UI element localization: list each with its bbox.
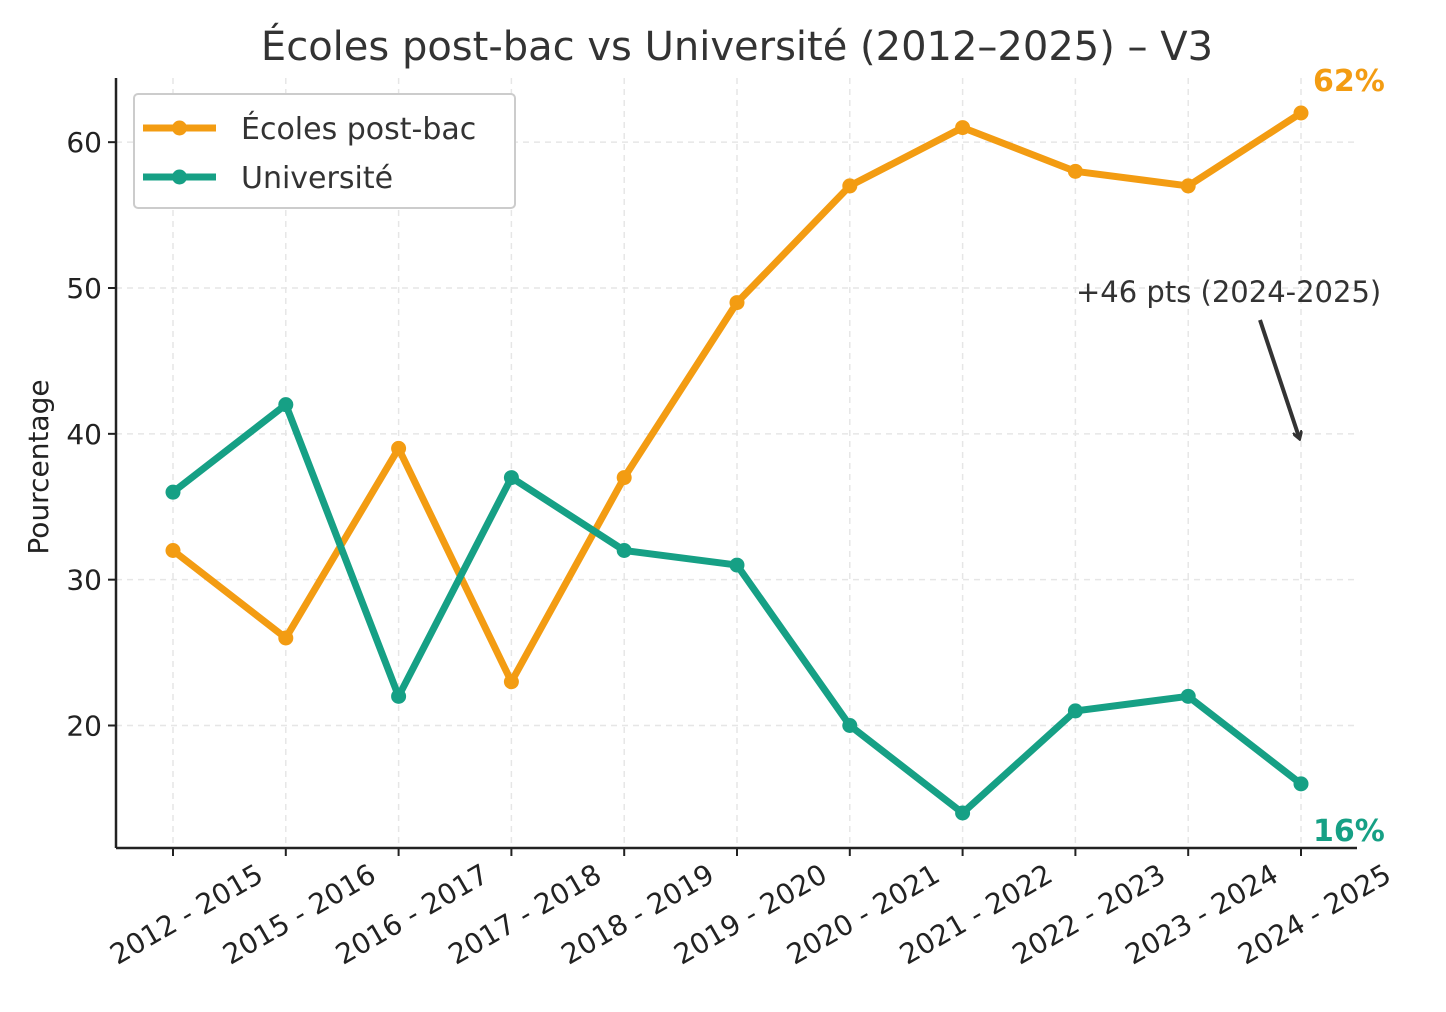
data-point-ecoles [278,630,294,646]
data-point-ecoles [503,674,519,690]
annotation: +46 pts (2024-2025) [1076,275,1381,437]
data-point-ecoles [1293,105,1309,121]
y-tick-label: 60 [66,126,102,159]
data-point-universite [1293,776,1309,792]
y-tick-label: 40 [66,418,102,451]
data-point-ecoles [165,543,181,558]
y-tick-label: 50 [66,272,102,305]
legend-marker-universite [172,169,187,185]
data-point-universite [278,397,294,413]
data-point-universite [165,484,181,500]
data-point-universite [1180,688,1196,704]
data-point-universite [955,805,971,821]
legend-label-universite: Université [241,161,393,196]
y-axis-title: Pourcentage [22,379,55,554]
data-point-ecoles [729,295,745,311]
annotation-arrow [1258,319,1299,437]
series [165,105,1309,821]
legend-marker-ecoles [172,120,187,136]
legend-box [133,93,516,209]
data-point-ecoles [955,120,971,136]
data-point-ecoles [391,440,407,456]
legend-label-ecoles: Écoles post-bac [241,111,476,147]
data-point-universite [729,557,745,573]
data-point-ecoles [842,178,858,194]
annotation-text: +46 pts (2024-2025) [1076,275,1381,309]
y-tick-label: 30 [66,564,102,597]
y-tick-label: 20 [66,710,102,743]
end-label-universite: 16% [1313,814,1385,849]
data-point-ecoles [616,470,632,486]
data-point-universite [503,470,519,486]
data-labels: 62% 16% [1313,64,1385,849]
legend: Écoles post-bac Université [133,93,516,209]
chart-title: Écoles post-bac vs Université (2012–2025… [261,22,1213,70]
data-point-universite [616,543,632,558]
data-point-ecoles [1067,163,1083,179]
data-point-ecoles [1180,178,1196,194]
data-point-universite [1067,703,1083,719]
end-label-ecoles: 62% [1313,64,1385,99]
data-point-universite [391,688,407,704]
data-point-universite [842,718,858,733]
